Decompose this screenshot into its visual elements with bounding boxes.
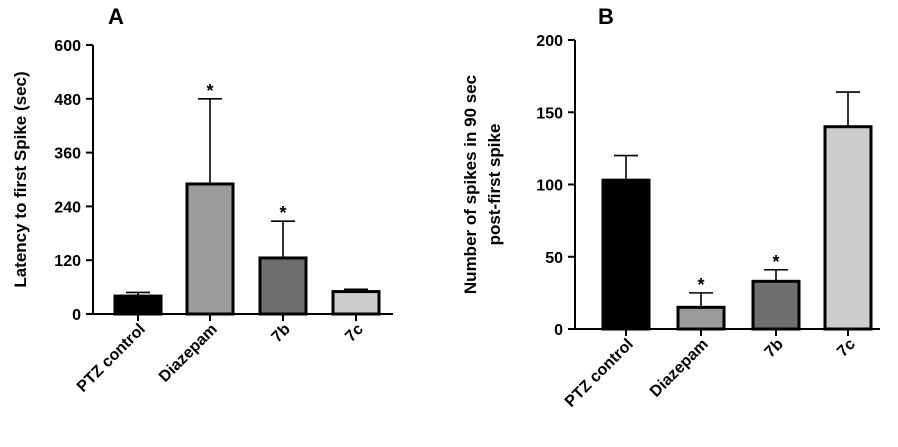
panel-a-y-tick-label: 480 <box>54 92 81 109</box>
panel-a-category-label: Diazepam <box>156 321 221 386</box>
panel-a-significance-marker: * <box>279 203 286 223</box>
panel-a-letter: A <box>108 4 124 29</box>
panel-a-bar <box>113 294 163 316</box>
panel-a-y-tick-label: 360 <box>54 146 81 163</box>
panel-b-bar <box>676 305 726 331</box>
panel-b-y-tick-label: 100 <box>536 178 563 195</box>
panel-a-category-label: 7b <box>269 321 294 346</box>
panel-b-y-tick-label: 200 <box>536 33 563 50</box>
panel-a-bar <box>258 256 308 316</box>
panel-b-category-label: 7c <box>834 336 859 361</box>
panel-a-bar <box>331 290 381 316</box>
panel-b-category-label: Diazepam <box>647 336 712 401</box>
panel-a-bar <box>185 182 235 316</box>
panel-a-category-label: 7c <box>342 321 367 346</box>
panel-b-y-tick-label: 150 <box>536 105 563 122</box>
panel-a-significance-marker: * <box>206 81 213 101</box>
panel-a-y-tick-label: 600 <box>54 38 81 55</box>
panel-b-bar <box>751 279 801 331</box>
chart-panel-b: B 0 50 100 150 200 Number of spikes in 90 sec… <box>461 4 880 411</box>
panel-a-y-axis-title: Latency to first Spike (sec) <box>11 71 30 287</box>
panel-a-category-label: PTZ control <box>74 321 149 396</box>
panel-b-y-tick-label: 0 <box>554 322 563 339</box>
panel-b-y-tick-label: 50 <box>545 250 563 267</box>
chart-panel-a: A 0 120 240 360 480 600 Latency to first Spike… <box>11 4 393 396</box>
panel-a-y-tick-label: 240 <box>54 199 81 216</box>
panel-a-y-tick-label: 0 <box>72 307 81 324</box>
panel-a-y-tick-label: 120 <box>54 253 81 270</box>
panel-b-significance-marker: * <box>772 252 779 272</box>
panel-b-y-axis-title-line: Number of spikes in 90 sec <box>461 75 480 294</box>
panel-b-bar <box>823 125 873 331</box>
panel-b-bar <box>601 178 651 331</box>
panel-b-category-label: 7b <box>762 336 787 361</box>
panel-b-y-axis-title-line: post-first spike <box>485 124 504 246</box>
panel-b-significance-marker: * <box>697 275 704 295</box>
panel-b-letter: B <box>598 4 614 29</box>
panel-b-category-label: PTZ control <box>562 336 637 411</box>
